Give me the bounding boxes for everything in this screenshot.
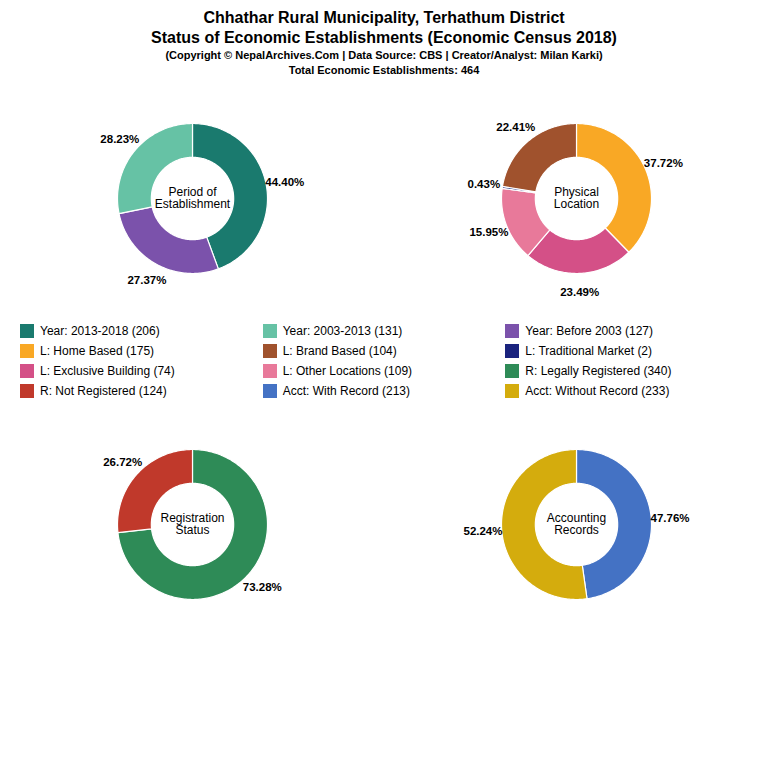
svg-text:28.23%: 28.23%: [100, 133, 139, 145]
html-text:Chhathar Rural Municipality, T: Chhathar Rural Municipality, Terhathum D…: [203, 9, 565, 26]
html-text:L: Traditional Market (2): L: Traditional Market (2): [525, 344, 652, 358]
svg-text:RegistrationStatus: RegistrationStatus: [160, 511, 224, 537]
svg-text:AccountingRecords: AccountingRecords: [547, 511, 606, 537]
svg-text:27.37%: 27.37%: [127, 274, 166, 286]
html-text:Acct: With Record (213): Acct: With Record (213): [282, 384, 410, 398]
svg-text:15.95%: 15.95%: [469, 226, 508, 238]
html-text:R: Not Registered (124): R: Not Registered (124): [40, 384, 167, 398]
svg-text:47.76%: 47.76%: [651, 512, 690, 524]
svg-text:44.40%: 44.40%: [265, 176, 304, 188]
html-text:L: Home Based (175): L: Home Based (175): [40, 344, 155, 358]
svg-text:52.24%: 52.24%: [463, 525, 502, 537]
svg-text:0.43%: 0.43%: [467, 178, 500, 190]
html-text:Year: 2003-2013 (131): Year: 2003-2013 (131): [282, 324, 403, 338]
html-text:L: Brand Based (104): L: Brand Based (104): [282, 344, 397, 358]
svg-text:73.28%: 73.28%: [243, 581, 282, 593]
html-text:Acct: Without Record (233): Acct: Without Record (233): [525, 384, 670, 398]
svg-text:23.49%: 23.49%: [560, 286, 599, 298]
html-text:R: Legally Registered (340): R: Legally Registered (340): [525, 364, 672, 378]
html-text:Total Economic Establishments:: Total Economic Establishments: 464: [288, 64, 480, 76]
svg-text:Period ofEstablishment: Period ofEstablishment: [155, 185, 231, 211]
html-text:Year: 2013-2018 (206): Year: 2013-2018 (206): [40, 324, 160, 338]
svg-text:22.41%: 22.41%: [496, 121, 535, 133]
svg-text:PhysicalLocation: PhysicalLocation: [554, 185, 599, 211]
html-text:Year: Before 2003 (127): Year: Before 2003 (127): [525, 324, 653, 338]
svg-text:26.72%: 26.72%: [103, 456, 142, 468]
html-text:L: Other Locations (109): L: Other Locations (109): [282, 364, 413, 378]
html-text:L: Exclusive Building (74): L: Exclusive Building (74): [40, 364, 175, 378]
html-text:(Copyright © NepalArchives.Com: (Copyright © NepalArchives.Com | Data So…: [165, 49, 603, 61]
html-text:Status of Economic Establishme: Status of Economic Establishments (Econo…: [151, 29, 617, 46]
svg-text:37.72%: 37.72%: [644, 157, 683, 169]
